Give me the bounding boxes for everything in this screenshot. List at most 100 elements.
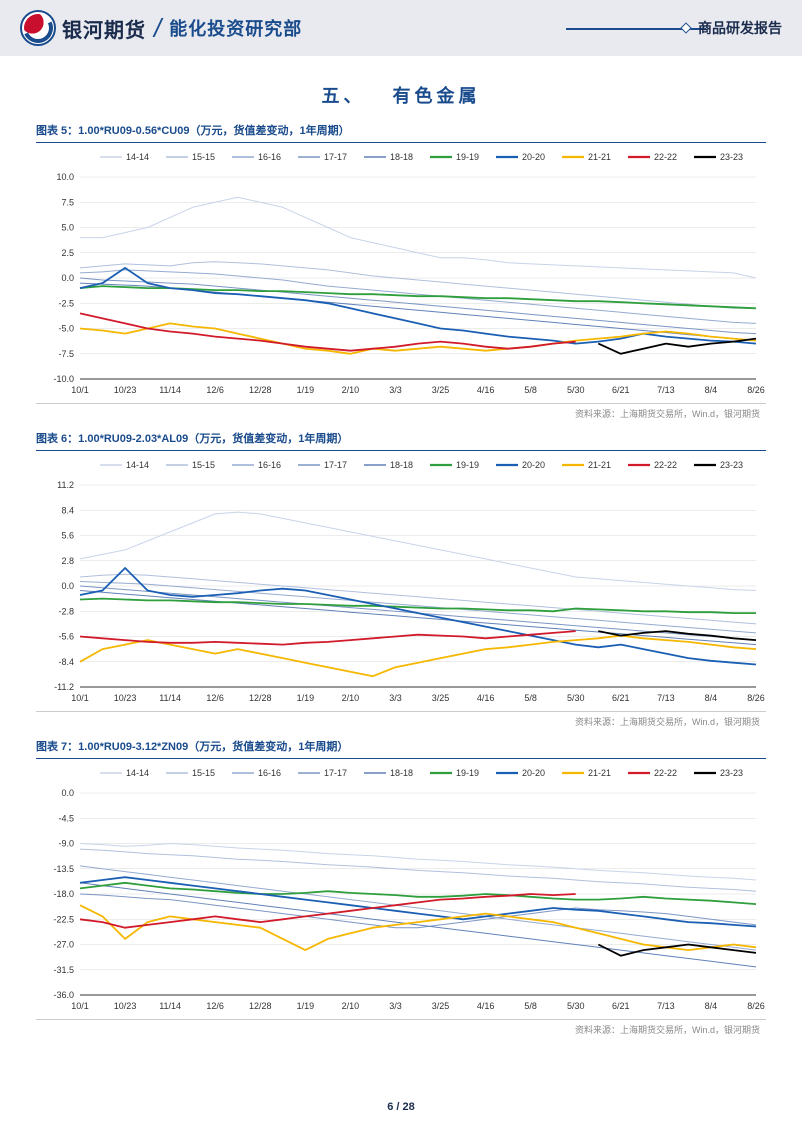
svg-text:20-20: 20-20 (522, 460, 545, 470)
svg-text:-2.8: -2.8 (58, 606, 74, 616)
svg-text:5/8: 5/8 (524, 693, 537, 703)
svg-text:23-23: 23-23 (720, 460, 743, 470)
svg-text:15-15: 15-15 (192, 460, 215, 470)
svg-text:5/8: 5/8 (524, 385, 537, 395)
svg-text:-27.0: -27.0 (53, 940, 74, 950)
svg-text:5.6: 5.6 (61, 531, 74, 541)
chart-title: 图表 5：1.00*RU09-0.56*CU09（万元，货值差变动，1年周期） (36, 122, 766, 143)
chart-canvas: 14-1415-1516-1617-1718-1819-1920-2021-21… (36, 143, 766, 403)
svg-text:12/6: 12/6 (206, 693, 224, 703)
chart-canvas: 14-1415-1516-1617-1718-1819-1920-2021-21… (36, 451, 766, 711)
chart-title: 图表 7：1.00*RU09-3.12*ZN09（万元，货值差变动，1年周期） (36, 738, 766, 759)
section-title: 五、 有色金属 (36, 82, 766, 108)
svg-text:3/3: 3/3 (389, 1001, 402, 1011)
svg-text:4/16: 4/16 (477, 385, 495, 395)
svg-text:5/8: 5/8 (524, 1001, 537, 1011)
header-right: 商品研发报告 (682, 18, 782, 38)
svg-text:1/19: 1/19 (297, 385, 315, 395)
svg-text:8/4: 8/4 (705, 693, 718, 703)
svg-text:0.0: 0.0 (61, 581, 74, 591)
section-number: 五、 (321, 86, 365, 106)
svg-text:-5.6: -5.6 (58, 632, 74, 642)
svg-text:11/14: 11/14 (159, 1001, 181, 1011)
svg-text:22-22: 22-22 (654, 768, 677, 778)
svg-text:2.5: 2.5 (61, 248, 74, 258)
page-footer: 6 / 28 (0, 1101, 802, 1113)
svg-text:-11.2: -11.2 (54, 682, 74, 692)
svg-text:22-22: 22-22 (654, 460, 677, 470)
svg-text:10/1: 10/1 (71, 1001, 89, 1011)
svg-text:5/30: 5/30 (567, 693, 585, 703)
svg-text:23-23: 23-23 (720, 768, 743, 778)
svg-text:-8.4: -8.4 (58, 657, 74, 667)
svg-text:7.5: 7.5 (61, 197, 74, 207)
charts-container: 图表 5：1.00*RU09-0.56*CU09（万元，货值差变动，1年周期） … (36, 122, 766, 1036)
svg-text:-2.5: -2.5 (58, 298, 74, 308)
svg-text:8/4: 8/4 (705, 1001, 718, 1011)
svg-text:16-16: 16-16 (258, 460, 281, 470)
chart-source: 资料来源：上海期货交易所，Win.d，银河期货 (36, 711, 766, 728)
svg-text:19-19: 19-19 (456, 152, 479, 162)
svg-text:12/28: 12/28 (249, 693, 272, 703)
chart-canvas: 14-1415-1516-1617-1718-1819-1920-2021-21… (36, 759, 766, 1019)
svg-text:2/10: 2/10 (342, 1001, 360, 1011)
svg-text:3/3: 3/3 (389, 385, 402, 395)
svg-text:1/19: 1/19 (297, 693, 315, 703)
svg-text:5/30: 5/30 (567, 385, 585, 395)
svg-text:10/23: 10/23 (114, 693, 137, 703)
svg-text:-7.5: -7.5 (58, 349, 74, 359)
svg-text:14-14: 14-14 (126, 768, 149, 778)
svg-text:-31.5: -31.5 (53, 965, 74, 975)
svg-text:7/13: 7/13 (657, 1001, 675, 1011)
svg-text:12/28: 12/28 (249, 385, 272, 395)
department-name: 能化投资研究部 (169, 15, 302, 41)
svg-text:-22.5: -22.5 (53, 914, 74, 924)
svg-text:4/16: 4/16 (477, 693, 495, 703)
svg-text:3/25: 3/25 (432, 693, 450, 703)
svg-text:8/26: 8/26 (747, 385, 765, 395)
svg-text:0.0: 0.0 (61, 788, 74, 798)
svg-text:14-14: 14-14 (126, 152, 149, 162)
page-sep: / (396, 1101, 399, 1113)
svg-text:8/26: 8/26 (747, 1001, 765, 1011)
svg-text:7/13: 7/13 (657, 693, 675, 703)
chart-block: 图表 7：1.00*RU09-3.12*ZN09（万元，货值差变动，1年周期） … (36, 738, 766, 1036)
svg-text:3/25: 3/25 (432, 1001, 450, 1011)
svg-text:6/21: 6/21 (612, 1001, 630, 1011)
svg-text:3/3: 3/3 (389, 693, 402, 703)
svg-text:5.0: 5.0 (61, 223, 74, 233)
diamond-icon (680, 22, 691, 33)
svg-text:2/10: 2/10 (342, 693, 360, 703)
svg-text:14-14: 14-14 (126, 460, 149, 470)
svg-text:2.8: 2.8 (61, 556, 74, 566)
svg-text:1/19: 1/19 (297, 1001, 315, 1011)
svg-text:19-19: 19-19 (456, 768, 479, 778)
svg-text:10.0: 10.0 (56, 172, 74, 182)
chart-block: 图表 6：1.00*RU09-2.03*AL09（万元，货值差变动，1年周期） … (36, 430, 766, 728)
svg-text:21-21: 21-21 (588, 460, 611, 470)
svg-text:20-20: 20-20 (522, 152, 545, 162)
svg-text:0.0: 0.0 (61, 273, 74, 283)
svg-text:2/10: 2/10 (342, 385, 360, 395)
svg-text:16-16: 16-16 (258, 152, 281, 162)
logo-icon (20, 10, 56, 46)
section-name: 有色金属 (393, 86, 481, 106)
header-bar: 银河期货 / 能化投资研究部 商品研发报告 (0, 0, 802, 56)
svg-text:7/13: 7/13 (657, 385, 675, 395)
svg-text:18-18: 18-18 (390, 768, 413, 778)
svg-text:-36.0: -36.0 (53, 990, 74, 1000)
svg-text:11/14: 11/14 (159, 385, 181, 395)
svg-text:10/1: 10/1 (71, 693, 89, 703)
svg-text:15-15: 15-15 (192, 152, 215, 162)
chart-source: 资料来源：上海期货交易所，Win.d，银河期货 (36, 403, 766, 420)
svg-text:11.2: 11.2 (57, 480, 74, 490)
svg-text:-10.0: -10.0 (53, 374, 74, 384)
svg-text:6/21: 6/21 (612, 385, 630, 395)
svg-text:-5.0: -5.0 (58, 324, 74, 334)
svg-text:17-17: 17-17 (324, 768, 347, 778)
svg-text:12/28: 12/28 (249, 1001, 272, 1011)
svg-text:18-18: 18-18 (390, 152, 413, 162)
logo: 银河期货 (20, 10, 146, 46)
svg-text:15-15: 15-15 (192, 768, 215, 778)
svg-text:18-18: 18-18 (390, 460, 413, 470)
